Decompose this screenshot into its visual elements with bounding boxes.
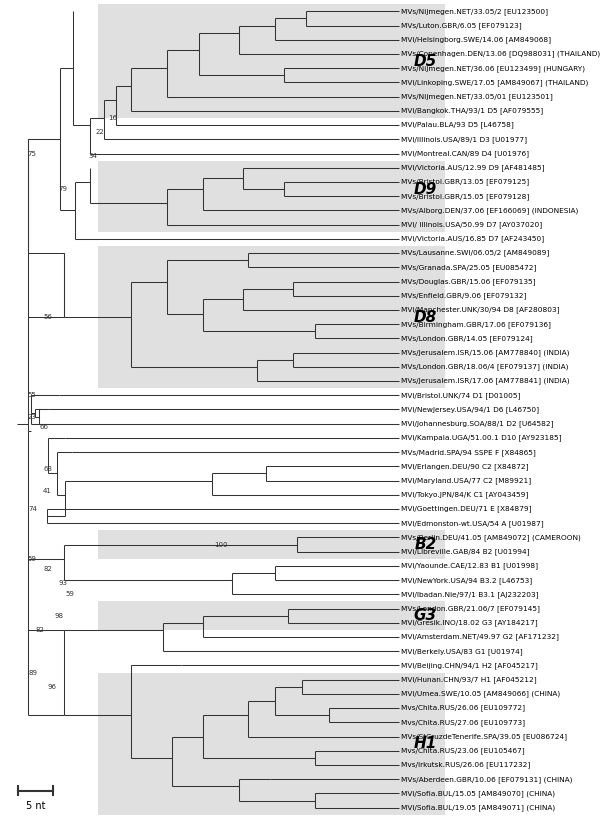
Text: D9: D9: [414, 182, 437, 197]
Text: 96: 96: [47, 684, 56, 690]
Text: MVs/Enfield.GBR/9.06 [EF079132]: MVs/Enfield.GBR/9.06 [EF079132]: [401, 292, 527, 299]
Text: MVi/Ibadan.Nie/97/1 B3.1 [AJ232203]: MVi/Ibadan.Nie/97/1 B3.1 [AJ232203]: [401, 591, 539, 598]
Text: D5: D5: [414, 53, 437, 69]
Text: 75: 75: [28, 151, 36, 156]
Text: 59: 59: [65, 591, 74, 597]
Text: MVs/Bristol.GBR/15.05 [EF079128]: MVs/Bristol.GBR/15.05 [EF079128]: [401, 192, 530, 200]
Text: MVi/Sofia.BUL/19.05 [AM849071] (CHINA): MVi/Sofia.BUL/19.05 [AM849071] (CHINA): [401, 804, 556, 811]
Text: 56: 56: [43, 314, 52, 320]
Text: MVs/Granada.SPA/25.05 [EU085472]: MVs/Granada.SPA/25.05 [EU085472]: [401, 264, 536, 270]
Text: H1: H1: [413, 736, 437, 751]
Text: MVs/StCruzdeTenerife.SPA/39.05 [EU086724]: MVs/StCruzdeTenerife.SPA/39.05 [EU086724…: [401, 733, 568, 740]
Text: MVi/Amsterdam.NET/49.97 G2 [AF171232]: MVi/Amsterdam.NET/49.97 G2 [AF171232]: [401, 634, 559, 640]
Text: B2: B2: [415, 537, 437, 552]
Text: Mvs/Chita.RUS/23.06 [EU105467]: Mvs/Chita.RUS/23.06 [EU105467]: [401, 748, 525, 754]
Text: MVi/NewYork.USA/94 B3.2 [L46753]: MVi/NewYork.USA/94 B3.2 [L46753]: [401, 577, 532, 583]
Text: G3: G3: [414, 609, 437, 623]
Text: 23: 23: [28, 414, 36, 419]
Text: MVi/Berkely.USA/83 G1 [U01974]: MVi/Berkely.USA/83 G1 [U01974]: [401, 648, 523, 654]
Text: 98: 98: [54, 613, 63, 618]
Text: 82: 82: [35, 627, 44, 633]
Text: 16: 16: [108, 115, 117, 121]
Text: MVi/Erlangen.DEU/90 C2 [X84872]: MVi/Erlangen.DEU/90 C2 [X84872]: [401, 463, 529, 470]
Text: MVs/Bristol.GBR/13.05 [EF079125]: MVs/Bristol.GBR/13.05 [EF079125]: [401, 179, 529, 185]
Text: MVi/Yaounde.CAE/12.83 B1 [U01998]: MVi/Yaounde.CAE/12.83 B1 [U01998]: [401, 563, 538, 569]
Text: MVs/Copenhagen.DEN/13.06 [DQ988031] (THAILAND): MVs/Copenhagen.DEN/13.06 [DQ988031] (THA…: [401, 51, 600, 57]
Text: 63: 63: [43, 466, 52, 473]
Text: MVs/Douglas.GBR/15.06 [EF079135]: MVs/Douglas.GBR/15.06 [EF079135]: [401, 278, 536, 285]
Text: 100: 100: [214, 541, 228, 548]
Text: MVs/Jerusalem.ISR/15.06 [AM778840] (INDIA): MVs/Jerusalem.ISR/15.06 [AM778840] (INDI…: [401, 349, 569, 356]
Text: MVs/Nijmegen.NET/36.06 [EU123499] (HUNGARY): MVs/Nijmegen.NET/36.06 [EU123499] (HUNGA…: [401, 65, 586, 71]
Text: MVi/ Illinois.USA/50.99 D7 [AY037020]: MVi/ Illinois.USA/50.99 D7 [AY037020]: [401, 221, 542, 228]
Text: MVi/Sofia.BUL/15.05 [AM849070] (CHINA): MVi/Sofia.BUL/15.05 [AM849070] (CHINA): [401, 790, 556, 797]
Text: 55: 55: [28, 392, 36, 398]
Text: 74: 74: [28, 506, 37, 512]
Text: 82: 82: [43, 566, 52, 572]
Text: MVi/Kampala.UGA/51.00.1 D10 [AY923185]: MVi/Kampala.UGA/51.00.1 D10 [AY923185]: [401, 435, 562, 441]
Text: MVs/Madrid.SPA/94 SSPE F [X84865]: MVs/Madrid.SPA/94 SSPE F [X84865]: [401, 449, 536, 455]
Text: MVi/Johannesburg.SOA/88/1 D2 [U64582]: MVi/Johannesburg.SOA/88/1 D2 [U64582]: [401, 420, 554, 427]
Text: MVi/Victoria.AUS/16.85 D7 [AF243450]: MVi/Victoria.AUS/16.85 D7 [AF243450]: [401, 236, 544, 242]
Bar: [98, 672, 445, 815]
Text: MVi/Victoria.AUS/12.99 D9 [AF481485]: MVi/Victoria.AUS/12.99 D9 [AF481485]: [401, 165, 545, 171]
Text: MVi/Maryland.USA/77 C2 [M89921]: MVi/Maryland.USA/77 C2 [M89921]: [401, 477, 532, 484]
Text: MVi/Hunan.CHN/93/7 H1 [AF045212]: MVi/Hunan.CHN/93/7 H1 [AF045212]: [401, 676, 537, 683]
Bar: [98, 531, 445, 559]
Text: MVi/Edmonston-wt.USA/54 A [U01987]: MVi/Edmonston-wt.USA/54 A [U01987]: [401, 520, 544, 527]
Text: MVi/Manchester.UNK/30/94 D8 [AF280803]: MVi/Manchester.UNK/30/94 D8 [AF280803]: [401, 306, 560, 314]
Text: Mvs/Irkutsk.RUS/26.06 [EU117232]: Mvs/Irkutsk.RUS/26.06 [EU117232]: [401, 762, 530, 768]
Text: MVi/Linkoping.SWE/17.05 [AM849067] (THAILAND): MVi/Linkoping.SWE/17.05 [AM849067] (THAI…: [401, 79, 589, 86]
Text: 22: 22: [95, 129, 104, 135]
Text: 59: 59: [28, 556, 36, 562]
Text: 93: 93: [59, 580, 68, 586]
Text: MVs/Nijmegen.NET/33.05/2 [EU123500]: MVs/Nijmegen.NET/33.05/2 [EU123500]: [401, 8, 548, 15]
Text: MVs/London.GBR/18.06/4 [EF079137] (INDIA): MVs/London.GBR/18.06/4 [EF079137] (INDIA…: [401, 364, 569, 370]
Text: MVs/Berlin.DEU/41.05 [AM849072] (CAMEROON): MVs/Berlin.DEU/41.05 [AM849072] (CAMEROO…: [401, 534, 581, 541]
Text: MVs/Aberdeen.GBR/10.06 [EF079131] (CHINA): MVs/Aberdeen.GBR/10.06 [EF079131] (CHINA…: [401, 776, 572, 783]
Text: MVs/Lausanne.SWI/06.05/2 [AM849089]: MVs/Lausanne.SWI/06.05/2 [AM849089]: [401, 250, 550, 256]
Text: 34: 34: [89, 153, 98, 160]
Text: MVs/Jerusalem.ISR/17.06 [AM778841] (INDIA): MVs/Jerusalem.ISR/17.06 [AM778841] (INDI…: [401, 378, 570, 384]
Text: MVi/Libreville.GAB/84 B2 [U01994]: MVi/Libreville.GAB/84 B2 [U01994]: [401, 549, 530, 555]
Bar: [98, 246, 445, 388]
Text: MVi/Goettingen.DEU/71 E [X84879]: MVi/Goettingen.DEU/71 E [X84879]: [401, 505, 532, 513]
Text: MVs/Alborg.DEN/37.06 [EF166069] (INDONESIA): MVs/Alborg.DEN/37.06 [EF166069] (INDONES…: [401, 207, 578, 214]
Text: MVi/Umea.SWE/10.05 [AM849066] (CHINA): MVi/Umea.SWE/10.05 [AM849066] (CHINA): [401, 690, 560, 697]
Bar: [98, 4, 445, 118]
Text: MVi/Illinois.USA/89/1 D3 [U01977]: MVi/Illinois.USA/89/1 D3 [U01977]: [401, 136, 527, 143]
Bar: [98, 161, 445, 232]
Text: Mvs/Chita.RUS/27.06 [EU109773]: Mvs/Chita.RUS/27.06 [EU109773]: [401, 719, 526, 726]
Text: MVi/NewJersey.USA/94/1 D6 [L46750]: MVi/NewJersey.USA/94/1 D6 [L46750]: [401, 406, 539, 413]
Text: 5 nt: 5 nt: [26, 801, 46, 812]
Text: MVi/Montreal.CAN/89 D4 [U01976]: MVi/Montreal.CAN/89 D4 [U01976]: [401, 150, 529, 157]
Text: MVi/Palau.BLA/93 D5 [L46758]: MVi/Palau.BLA/93 D5 [L46758]: [401, 122, 514, 129]
Text: MVs/London.GBR/21.06/7 [EF079145]: MVs/London.GBR/21.06/7 [EF079145]: [401, 605, 540, 612]
Text: MVi/Beijing.CHN/94/1 H2 [AF045217]: MVi/Beijing.CHN/94/1 H2 [AF045217]: [401, 662, 538, 669]
Text: 41: 41: [43, 487, 52, 494]
Text: MVi/Tokyo.JPN/84/K C1 [AY043459]: MVi/Tokyo.JPN/84/K C1 [AY043459]: [401, 491, 529, 498]
Text: MVs/London.GBR/14.05 [EF079124]: MVs/London.GBR/14.05 [EF079124]: [401, 335, 533, 342]
Bar: [98, 601, 445, 630]
Text: MVi/Gresik.INO/18.02 G3 [AY184217]: MVi/Gresik.INO/18.02 G3 [AY184217]: [401, 619, 538, 627]
Text: MVi/Bristol.UNK/74 D1 [D01005]: MVi/Bristol.UNK/74 D1 [D01005]: [401, 392, 521, 399]
Text: MVi/Bangkok.THA/93/1 D5 [AF079555]: MVi/Bangkok.THA/93/1 D5 [AF079555]: [401, 107, 544, 115]
Text: 89: 89: [28, 670, 37, 676]
Text: MVs/Birmingham.GBR/17.06 [EF079136]: MVs/Birmingham.GBR/17.06 [EF079136]: [401, 321, 551, 328]
Text: Mvs/Chita.RUS/26.06 [EU109772]: Mvs/Chita.RUS/26.06 [EU109772]: [401, 704, 526, 712]
Text: 79: 79: [59, 186, 68, 192]
Text: MVi/Helsingborg.SWE/14.06 [AM849068]: MVi/Helsingborg.SWE/14.06 [AM849068]: [401, 36, 551, 43]
Text: D8: D8: [414, 310, 437, 324]
Text: MVs/Nijmegen.NET/33.05/01 [EU123501]: MVs/Nijmegen.NET/33.05/01 [EU123501]: [401, 93, 553, 100]
Text: MVs/Luton.GBR/6.05 [EF079123]: MVs/Luton.GBR/6.05 [EF079123]: [401, 22, 522, 29]
Text: 66: 66: [40, 423, 49, 429]
